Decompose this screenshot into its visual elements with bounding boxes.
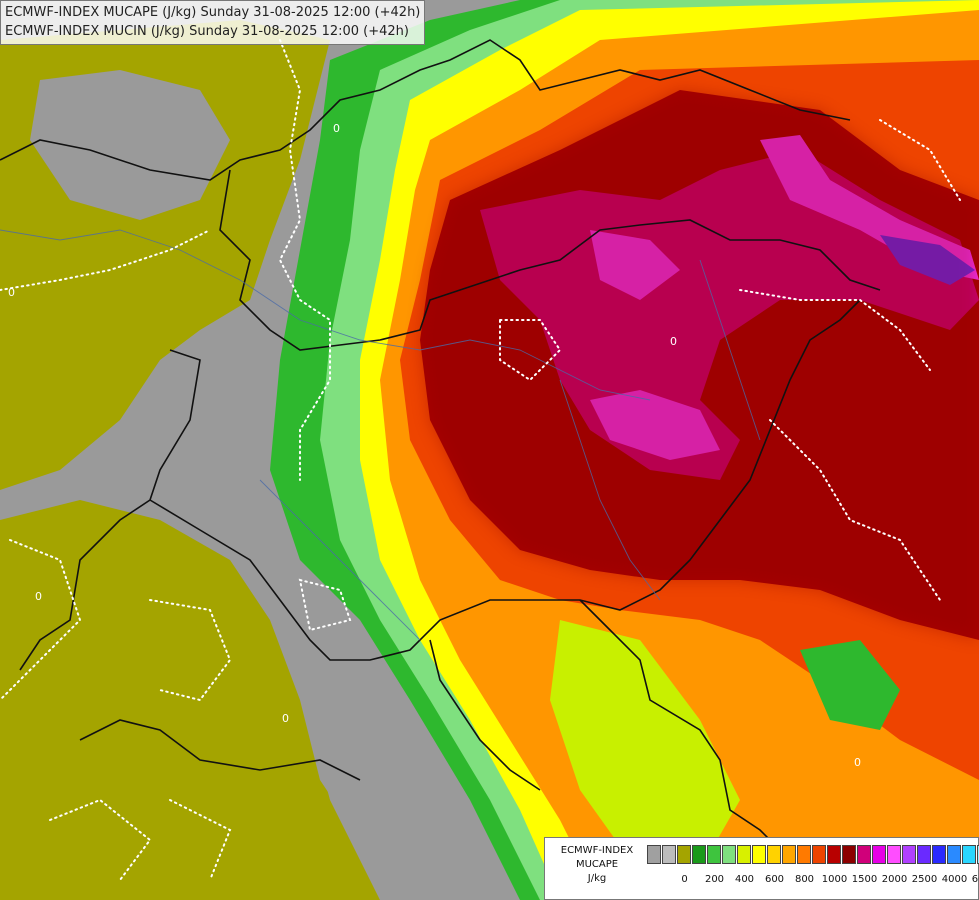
legend-swatch <box>932 845 946 864</box>
legend-swatch <box>752 845 766 864</box>
legend-swatch <box>917 845 931 864</box>
legend-swatch <box>722 845 736 864</box>
legend-tick-label: 6000 <box>971 874 979 885</box>
legend-swatch <box>857 845 871 864</box>
legend-tick-label: 600 <box>764 874 785 885</box>
legend-swatch <box>692 845 706 864</box>
contour-label: 0 <box>8 286 15 299</box>
legend-tick-label: 4000 <box>941 874 968 885</box>
mucape-title: ECMWF-INDEX MUCAPE (J/kg) Sunday 31-08-2… <box>5 5 421 20</box>
gray-patch-2 <box>170 340 300 520</box>
rivers <box>0 229 761 641</box>
contour-label: 0 <box>670 335 677 348</box>
se-green <box>800 640 900 730</box>
legend-tick-label: 2000 <box>881 874 908 885</box>
legend-swatch <box>977 845 979 864</box>
legend-tick-label: 400 <box>734 874 755 885</box>
color-legend: ECMWF-INDEX MUCAPE J/kg 0 200 400 600 800 100… <box>544 837 979 900</box>
legend-swatch <box>947 845 961 864</box>
gray-patch-3 <box>290 650 500 900</box>
legend-swatch <box>797 845 811 864</box>
legend-ticks: 0 200 400 600 800 100015002000250040006000 <box>647 874 979 888</box>
mucin-contours <box>0 39 961 881</box>
legend-swatch <box>677 845 691 864</box>
contour-label: 0 <box>854 756 861 769</box>
legend-tick-label: 800 <box>794 874 815 885</box>
se-lowcape <box>550 620 740 870</box>
gray-patch <box>30 70 230 220</box>
legend-swatch <box>812 845 826 864</box>
legend-unit: J/kg <box>587 873 607 884</box>
legend-swatch <box>647 845 661 864</box>
map-title-box: ECMWF-INDEX MUCAPE (J/kg) Sunday 31-08-2… <box>0 0 426 45</box>
legend-swatch <box>872 845 886 864</box>
contour-label: 0 <box>35 590 42 603</box>
legend-swatch <box>782 845 796 864</box>
legend-swatch <box>662 845 676 864</box>
legend-tick-label: 2500 <box>911 874 938 885</box>
legend-swatch <box>887 845 901 864</box>
legend-title: ECMWF-INDEX MUCAPE J/kg <box>549 844 645 886</box>
legend-tick-label: 200 <box>704 874 725 885</box>
legend-tick-label: 1000 <box>821 874 848 885</box>
legend-tick-label: 1500 <box>851 874 878 885</box>
legend-swatch <box>842 845 856 864</box>
mucin-title: ECMWF-INDEX MUCIN (J/kg) Sunday 31-08-20… <box>5 24 409 39</box>
country-borders <box>0 39 881 900</box>
legend-swatch <box>737 845 751 864</box>
contour-label: 0 <box>333 122 340 135</box>
legend-swatches <box>647 845 979 864</box>
legend-swatch <box>707 845 721 864</box>
legend-title-param: MUCAPE <box>575 859 619 870</box>
legend-title-model: ECMWF-INDEX <box>560 845 634 856</box>
legend-swatch <box>767 845 781 864</box>
legend-swatch <box>902 845 916 864</box>
legend-swatch <box>962 845 976 864</box>
legend-tick-label: 0 <box>681 874 688 885</box>
contour-label: 0 <box>282 712 289 725</box>
legend-swatch <box>827 845 841 864</box>
